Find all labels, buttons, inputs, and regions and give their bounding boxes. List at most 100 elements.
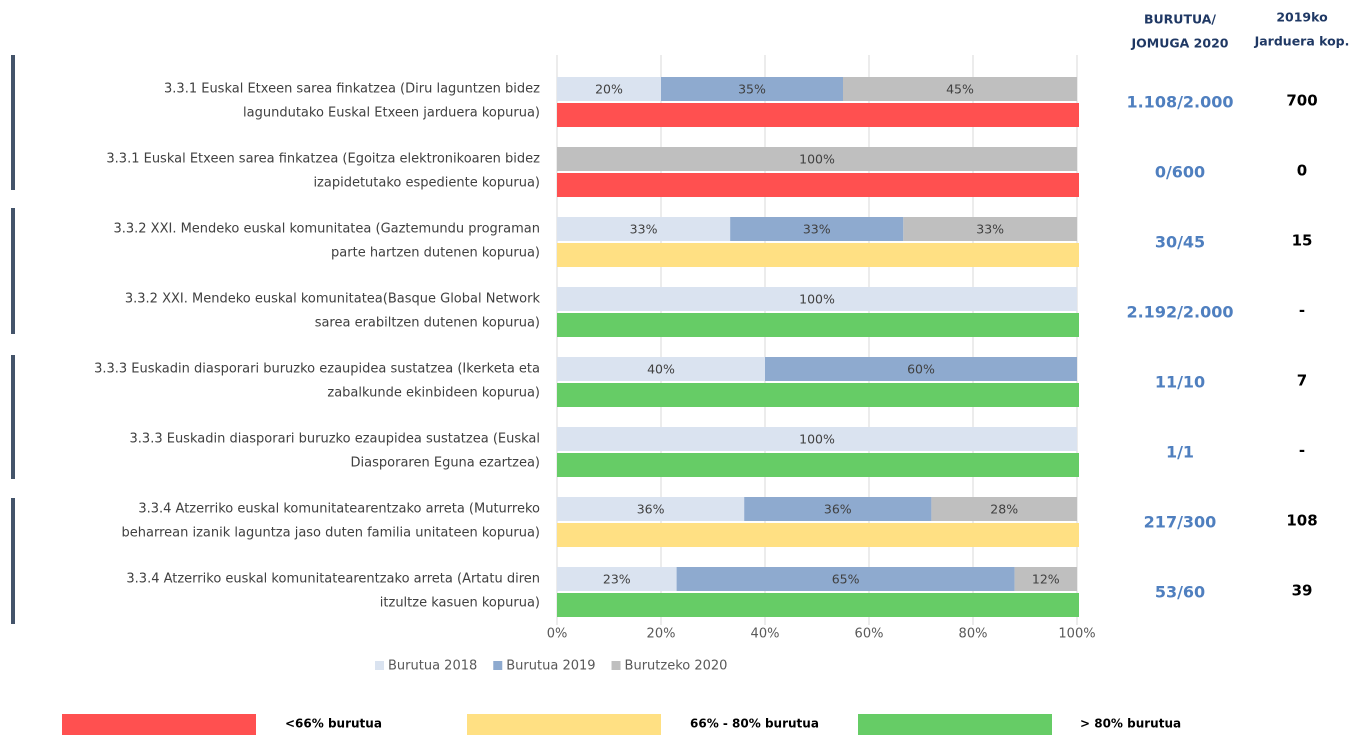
status-legend-swatch: [858, 714, 1052, 735]
status-bar: [557, 593, 1079, 617]
category-label: lagundutako Euskal Etxeen jarduera kopur…: [243, 106, 540, 121]
category-label: beharrean izanik laguntza jaso duten fam…: [122, 526, 541, 541]
legend-label: Burutua 2019: [506, 659, 595, 674]
count: 39: [1292, 582, 1313, 600]
ratio-header: JOMUGA 2020: [1131, 36, 1229, 51]
category-label: 3.3.1 Euskal Etxeen sarea finkatzea (Dir…: [164, 82, 540, 97]
category-label: 3.3.3 Euskadin diasporari buruzko ezaupi…: [94, 362, 540, 377]
status-bar: [557, 173, 1079, 197]
bar-segment: [676, 567, 1015, 591]
category-label: izapidetutako espediente kopurua): [313, 176, 540, 191]
legend-swatch: [611, 661, 621, 670]
status-bar: [557, 523, 1079, 547]
status-bar: [557, 313, 1079, 337]
ratio: 217/300: [1144, 513, 1217, 532]
category-label: 3.3.2 XXI. Mendeko euskal komunitatea (G…: [113, 222, 540, 237]
count: -: [1299, 302, 1305, 320]
category-label: 3.3.4 Atzerriko euskal komunitatearentza…: [138, 502, 540, 517]
ratio: 53/60: [1155, 583, 1205, 602]
data-label: 60%: [907, 362, 935, 377]
data-label: 40%: [647, 362, 675, 377]
count: 7: [1297, 372, 1307, 390]
x-tick-label: 100%: [1058, 627, 1095, 642]
category-label: parte hartzen dutenen kopurua): [331, 246, 540, 261]
data-label: 23%: [603, 572, 631, 587]
ratio: 2.192/2.000: [1126, 303, 1233, 322]
bar-segment: [557, 357, 765, 381]
category-label: itzultze kasuen kopurua): [380, 596, 540, 611]
bar-segment: [1014, 567, 1077, 591]
status-legend-swatch: [62, 714, 256, 735]
x-tick-label: 80%: [959, 627, 988, 642]
status-bar: [557, 453, 1079, 477]
category-label: Diasporaren Eguna ezartzea): [351, 456, 540, 471]
group-bar: [11, 55, 15, 190]
data-label: 33%: [976, 222, 1004, 237]
category-label: 3.3.3 Euskadin diasporari buruzko ezaupi…: [130, 432, 540, 447]
data-label: 33%: [630, 222, 658, 237]
data-label: 65%: [832, 572, 860, 587]
x-tick-label: 20%: [647, 627, 676, 642]
status-bar: [557, 103, 1079, 127]
count: -: [1299, 442, 1305, 460]
legend-swatch: [493, 661, 503, 670]
count: 0: [1297, 162, 1307, 180]
bar-segment: [903, 217, 1077, 241]
category-label: 3.3.4 Atzerriko euskal komunitatearentza…: [126, 572, 540, 587]
ratio: 1/1: [1166, 443, 1194, 462]
group-bar: [11, 208, 15, 334]
group-bar: [11, 498, 15, 624]
data-label: 12%: [1032, 572, 1060, 587]
ratio: 0/600: [1155, 163, 1205, 182]
bar-segment: [730, 217, 904, 241]
data-label: 100%: [799, 152, 835, 167]
data-label: 28%: [990, 502, 1018, 517]
category-label: sarea erabiltzen dutenen kopurua): [315, 316, 540, 331]
count-header: Jarduera kop.: [1254, 34, 1350, 49]
count: 700: [1286, 92, 1317, 110]
x-tick-label: 40%: [751, 627, 780, 642]
status-bar: [557, 383, 1079, 407]
bar-segment: [557, 147, 1077, 171]
x-tick-label: 0%: [547, 627, 568, 642]
bar-segment: [843, 77, 1077, 101]
group-bar: [11, 355, 15, 479]
bar-segment: [557, 427, 1077, 451]
ratio: 11/10: [1155, 373, 1205, 392]
bar-segment: [557, 287, 1077, 311]
count: 15: [1292, 232, 1313, 250]
ratio: 1.108/2.000: [1126, 93, 1233, 112]
status-bar: [557, 243, 1079, 267]
data-label: 36%: [824, 502, 852, 517]
bar-segment: [931, 497, 1077, 521]
data-label: 45%: [946, 82, 974, 97]
legend-label: Burutua 2018: [388, 659, 477, 674]
legend-swatch: [375, 661, 384, 670]
bar-segment: [557, 77, 661, 101]
status-legend-swatch: [467, 714, 661, 735]
data-label: 33%: [803, 222, 831, 237]
count-header: 2019ko: [1276, 10, 1328, 25]
data-label: 100%: [799, 292, 835, 307]
data-label: 36%: [637, 502, 665, 517]
x-tick-label: 60%: [855, 627, 884, 642]
data-label: 35%: [738, 82, 766, 97]
status-legend-label: > 80% burutua: [1080, 717, 1181, 731]
status-legend-label: 66% - 80% burutua: [690, 717, 819, 731]
category-label: 3.3.1 Euskal Etxeen sarea finkatzea (Ego…: [106, 152, 540, 167]
data-label: 100%: [799, 432, 835, 447]
ratio: 30/45: [1155, 233, 1205, 252]
bar-segment: [765, 357, 1077, 381]
legend-label: Burutzeko 2020: [625, 659, 728, 674]
data-label: 20%: [595, 82, 623, 97]
bar-segment: [557, 217, 731, 241]
ratio-header: BURUTUA/: [1144, 12, 1216, 27]
count: 108: [1286, 512, 1317, 530]
bar-segment: [661, 77, 843, 101]
bar-segment: [557, 567, 677, 591]
bar-segment: [557, 497, 745, 521]
status-legend-label: <66% burutua: [285, 717, 382, 731]
category-label: zabalkunde ekinbideen kopurua): [327, 386, 540, 401]
bar-segment: [744, 497, 932, 521]
